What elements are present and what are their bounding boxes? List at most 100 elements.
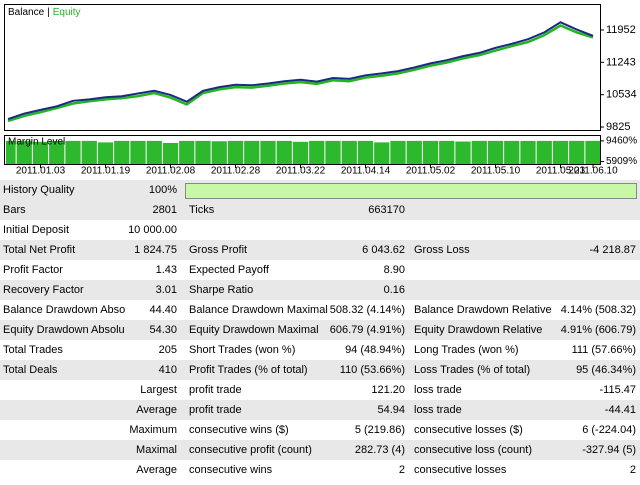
- row-value: 2: [399, 464, 405, 476]
- row-value: 282.73 (4): [355, 444, 405, 456]
- row-label: Expected Payoff: [189, 264, 270, 276]
- y-tick-label: 9825: [606, 121, 630, 133]
- row-label: Balance Drawdown Abso: [3, 304, 125, 316]
- margin-bar: [81, 140, 97, 164]
- row-label: Short Trades (won %): [189, 344, 295, 356]
- margin-bar: [374, 142, 390, 164]
- row-label: Equity Drawdown Maximal: [189, 324, 319, 336]
- row-value: 54.30: [149, 324, 177, 336]
- row-label: History Quality: [3, 184, 75, 196]
- row-background: [0, 220, 640, 240]
- row-label: Long Trades (won %): [414, 344, 519, 356]
- x-tick-label: 2011.03.22: [276, 166, 326, 177]
- row-value: 6 (-224.04): [582, 424, 636, 436]
- x-tick-label: 2011.02.28: [211, 166, 261, 177]
- margin-bar: [422, 140, 439, 164]
- series-line: [7, 24, 594, 123]
- row-background: [0, 420, 640, 440]
- margin-bar: [309, 140, 325, 164]
- row-label: Equity Drawdown Relative: [414, 324, 542, 336]
- row-background: [0, 320, 640, 340]
- row-label: Loss Trades (% of total): [414, 364, 530, 376]
- row-background: [0, 300, 640, 320]
- margin-bar: [211, 141, 227, 164]
- row-value: Average: [136, 404, 177, 416]
- row-value: 0.16: [384, 284, 405, 296]
- row-label: Gross Loss: [414, 244, 470, 256]
- row-label: Balance Drawdown Relative: [414, 304, 552, 316]
- margin-bar: [536, 140, 552, 164]
- row-label: Profit Trades (% of total): [189, 364, 308, 376]
- row-label: consecutive losses ($): [414, 424, 523, 436]
- margin-bar: [244, 140, 260, 164]
- row-value: Maximum: [129, 424, 177, 436]
- row-value: 410: [159, 364, 177, 376]
- margin-bar: [179, 140, 195, 164]
- row-background: [0, 240, 640, 260]
- row-label: Profit Factor: [3, 264, 63, 276]
- row-background: [0, 340, 640, 360]
- row-background: [0, 380, 640, 400]
- y-tick-label: 11243: [606, 56, 636, 68]
- row-label: Bars: [3, 204, 26, 216]
- row-value: 95 (46.34%): [576, 364, 636, 376]
- x-tick-label: 2011.04.14: [341, 166, 391, 177]
- margin-bar: [552, 140, 569, 164]
- row-value: 44.40: [149, 304, 177, 316]
- row-value: 1 824.75: [134, 244, 177, 256]
- margin-title: Margin Level: [8, 137, 65, 148]
- row-label: loss trade: [414, 404, 462, 416]
- row-background: [0, 400, 640, 420]
- row-label: loss trade: [414, 384, 462, 396]
- series-line: [7, 21, 594, 121]
- row-background: [0, 260, 640, 280]
- row-value: -327.94 (5): [582, 444, 636, 456]
- margin-bar: [32, 141, 49, 164]
- row-value: 663170: [368, 204, 405, 216]
- y-tick-label: 11952: [606, 24, 636, 36]
- row-value: 1.43: [156, 264, 177, 276]
- row-label: profit trade: [189, 404, 242, 416]
- margin-bar: [569, 140, 585, 164]
- margin-bar: [487, 140, 504, 164]
- row-label: Ticks: [189, 204, 215, 216]
- legend: Balance | Equity: [8, 7, 81, 18]
- margin-bar: [455, 141, 471, 164]
- row-value: 100%: [149, 184, 177, 196]
- x-tick-label: 2011.05.23: [536, 166, 586, 177]
- row-label: Total Deals: [3, 364, 58, 376]
- y-tick-label: 10534: [606, 89, 637, 101]
- margin-bar: [292, 141, 309, 164]
- margin-bar: [325, 140, 341, 164]
- row-label: consecutive wins: [189, 464, 273, 476]
- row-value: 3.01: [156, 284, 177, 296]
- row-value: -44.41: [605, 404, 636, 416]
- row-value: Maximal: [136, 444, 177, 456]
- row-value: Largest: [140, 384, 177, 396]
- row-label: Balance Drawdown Maximal: [189, 304, 328, 316]
- margin-bar: [227, 140, 244, 164]
- margin-bar: [585, 140, 600, 164]
- x-tick-label: 2011.01.19: [81, 166, 131, 177]
- row-value: 94 (48.94%): [345, 344, 405, 356]
- row-value: 110 (53.66%): [340, 364, 405, 376]
- margin-bar: [6, 140, 16, 164]
- y-tick-label: 5909%: [606, 156, 637, 167]
- row-background: [0, 460, 640, 480]
- margin-bar: [146, 140, 162, 164]
- chart-frame: [4, 4, 601, 131]
- row-background: [0, 280, 640, 300]
- margin-bar: [406, 140, 422, 164]
- row-value: 6 043.62: [362, 244, 405, 256]
- row-value: 606.79 (4.91%): [330, 324, 405, 336]
- row-value: 2801: [153, 204, 177, 216]
- margin-bar: [260, 140, 276, 164]
- margin-bar: [276, 140, 292, 164]
- margin-bar: [162, 142, 179, 164]
- row-value: 4.14% (508.32): [561, 304, 636, 316]
- row-background: [0, 440, 640, 460]
- row-value: 8.90: [384, 264, 405, 276]
- row-label: consecutive profit (count): [189, 444, 312, 456]
- margin-bar: [49, 140, 65, 164]
